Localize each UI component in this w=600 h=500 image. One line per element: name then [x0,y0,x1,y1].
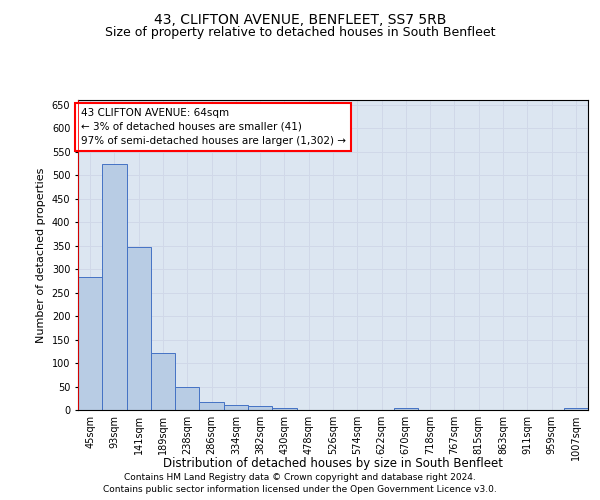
Text: 43, CLIFTON AVENUE, BENFLEET, SS7 5RB: 43, CLIFTON AVENUE, BENFLEET, SS7 5RB [154,12,446,26]
Bar [272,408,296,410]
Bar [102,164,127,410]
Bar [248,406,272,410]
Bar [127,247,151,410]
Bar [564,408,588,410]
Text: 43 CLIFTON AVENUE: 64sqm
← 3% of detached houses are smaller (41)
97% of semi-de: 43 CLIFTON AVENUE: 64sqm ← 3% of detache… [80,108,346,146]
Text: Distribution of detached houses by size in South Benfleet: Distribution of detached houses by size … [163,458,503,470]
Text: Size of property relative to detached houses in South Benfleet: Size of property relative to detached ho… [105,26,495,39]
Bar [224,405,248,410]
Bar [394,408,418,410]
Bar [151,352,175,410]
Y-axis label: Number of detached properties: Number of detached properties [36,168,46,342]
Bar [199,402,224,410]
Text: Contains HM Land Registry data © Crown copyright and database right 2024.
Contai: Contains HM Land Registry data © Crown c… [103,472,497,494]
Bar [175,388,199,410]
Bar [78,277,102,410]
